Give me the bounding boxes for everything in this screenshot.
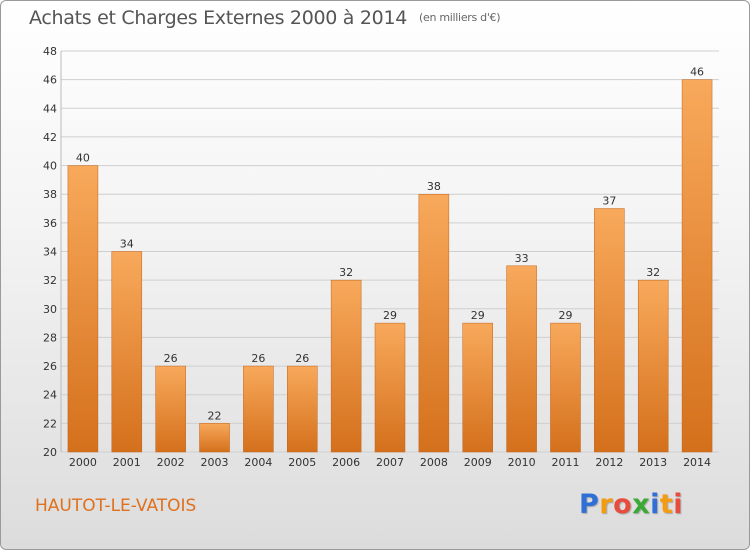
x-tick-label-2000: 2000 (69, 456, 97, 469)
bar-2002 (155, 365, 186, 453)
bar-2008 (418, 193, 450, 453)
chart-title: Achats et Charges Externes 2000 à 2014 (e… (29, 7, 501, 29)
bar-2011 (550, 322, 581, 453)
y-tick-label: 46 (43, 74, 57, 87)
data-label-2009: 29 (471, 309, 485, 322)
bar-2000 (67, 165, 99, 453)
data-label-2001: 34 (120, 238, 134, 251)
logo-letter: P (579, 489, 600, 520)
x-tick-label-2001: 2001 (113, 456, 141, 469)
logo-letter: r (599, 489, 614, 520)
proxiti-logo: Proxiti (579, 489, 683, 520)
bar-2009 (462, 322, 493, 453)
bar-2014 (681, 79, 713, 453)
x-tick-label-2004: 2004 (244, 456, 272, 469)
y-tick-label: 34 (43, 246, 57, 259)
chart-unit: (en milliers d'€) (419, 11, 501, 24)
bar-2006 (330, 279, 362, 453)
data-label-2013: 32 (646, 266, 660, 279)
logo-letter: t (659, 489, 674, 520)
data-label-2014: 46 (690, 66, 704, 79)
bar-2001 (111, 251, 143, 453)
logo-letter: o (613, 489, 633, 520)
x-tick-label-2013: 2013 (639, 456, 667, 469)
y-tick-label: 48 (43, 45, 57, 58)
logo-letter: x (632, 489, 651, 520)
logo-letter: i (650, 489, 660, 520)
chart-title-text: Achats et Charges Externes 2000 à 2014 (29, 7, 408, 29)
y-tick-label: 38 (43, 188, 57, 201)
bar-2010 (506, 265, 537, 453)
x-tick-label-2003: 2003 (201, 456, 229, 469)
x-tick-label-2008: 2008 (420, 456, 448, 469)
x-tick-label-2006: 2006 (332, 456, 360, 469)
data-labels: 40 34 26 22 26 26 32 29 38 29 33 29 37 32 46 (76, 66, 704, 423)
x-tick-label-2010: 2010 (508, 456, 536, 469)
y-tick-label: 44 (43, 102, 57, 115)
bar-2007 (374, 322, 406, 453)
data-label-2004: 26 (251, 352, 265, 365)
bar-2013 (637, 279, 669, 453)
data-label-2006: 32 (339, 266, 353, 279)
y-tick-label: 20 (43, 446, 57, 459)
data-label-2010: 33 (515, 252, 529, 265)
bar-2005 (287, 365, 318, 453)
y-tick-label: 40 (43, 160, 57, 173)
data-label-2007: 29 (383, 309, 397, 322)
y-axis: 20 22 24 26 28 30 32 34 36 38 40 42 44 46 48 (43, 45, 57, 459)
data-label-2008: 38 (427, 180, 441, 193)
y-tick-label: 24 (43, 389, 57, 402)
y-tick-label: 26 (43, 360, 57, 373)
bars (67, 79, 713, 453)
y-tick-label: 30 (43, 303, 57, 316)
data-label-2011: 29 (558, 309, 572, 322)
data-label-2012: 37 (602, 195, 616, 208)
x-tick-label-2014: 2014 (683, 456, 711, 469)
y-tick-label: 22 (43, 417, 57, 430)
x-tick-label-2002: 2002 (157, 456, 185, 469)
y-tick-label: 28 (43, 331, 57, 344)
x-tick-label-2007: 2007 (376, 456, 404, 469)
bar-2012 (594, 208, 625, 453)
x-tick-label-2012: 2012 (595, 456, 623, 469)
bar-2004 (243, 365, 274, 453)
logo-letter: i (673, 489, 684, 520)
y-tick-label: 42 (43, 131, 57, 144)
x-tick-label-2011: 2011 (551, 456, 579, 469)
x-tick-label-2005: 2005 (288, 456, 316, 469)
x-axis: 2000 2001 2002 2003 2004 2005 2006 2007 2008 2009… (69, 456, 711, 469)
data-label-2003: 22 (208, 409, 222, 422)
x-tick-label-2009: 2009 (464, 456, 492, 469)
data-label-2005: 26 (295, 352, 309, 365)
y-tick-label: 32 (43, 274, 57, 287)
y-tick-label: 36 (43, 217, 57, 230)
commune-name: HAUTOT-LE-VATOIS (35, 496, 197, 516)
data-label-2000: 40 (76, 152, 90, 165)
data-label-2002: 26 (164, 352, 178, 365)
bar-2003 (199, 423, 230, 453)
